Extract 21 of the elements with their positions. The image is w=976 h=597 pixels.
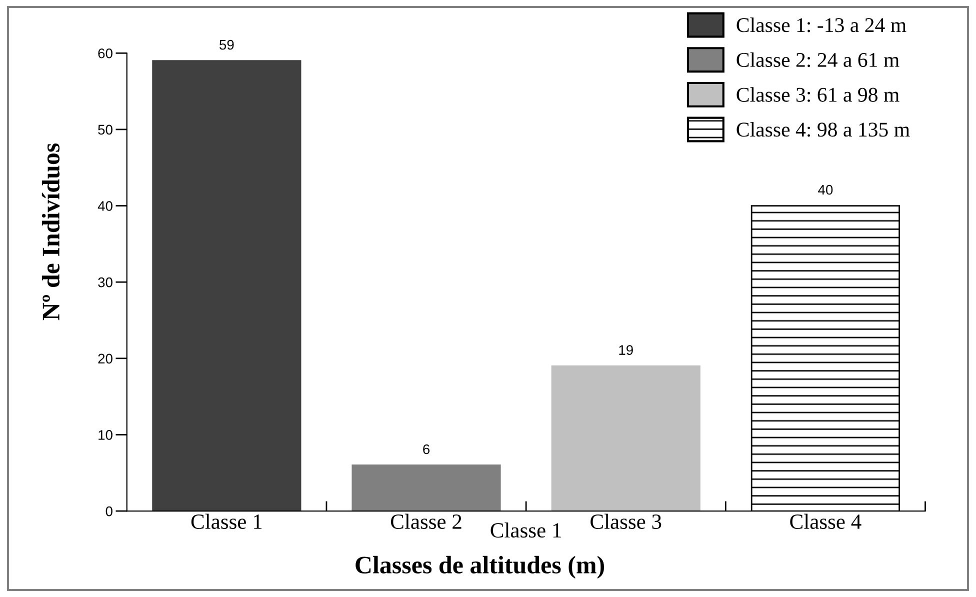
x-tick-label: Classe 3 [590,514,662,529]
data-label: 40 [818,184,833,195]
data-label: 59 [220,40,234,50]
data-label: 19 [619,345,633,355]
y-tick-label: 40 [98,201,112,211]
y-tick-label: 60 [98,48,112,58]
data-label: 6 [423,444,430,454]
legend-label: Classe 4: 98 a 135 m [736,122,910,137]
legend-label: Classe 3: 61 a 98 m [736,87,900,102]
legend-label: Classe 2: 24 a 61 m [736,52,900,68]
y-tick-label: 20 [98,354,112,364]
y-tick-label: 30 [98,277,112,288]
y-tick-label: 50 [98,124,112,135]
x-axis-title: Classes de altitudes (m) [356,556,604,579]
y-tick-label: 10 [98,430,112,440]
x-tick-label: Classe 4 [790,514,862,529]
x-tick-label: Classe 2 [390,514,462,529]
y-tick-label: 0 [106,506,112,516]
legend-label: Classe 1: -13 a 24 m [736,17,906,32]
x-tick-label: Classe 1 [191,514,262,529]
y-axis-title: Nº de Indivíduos [42,143,60,320]
